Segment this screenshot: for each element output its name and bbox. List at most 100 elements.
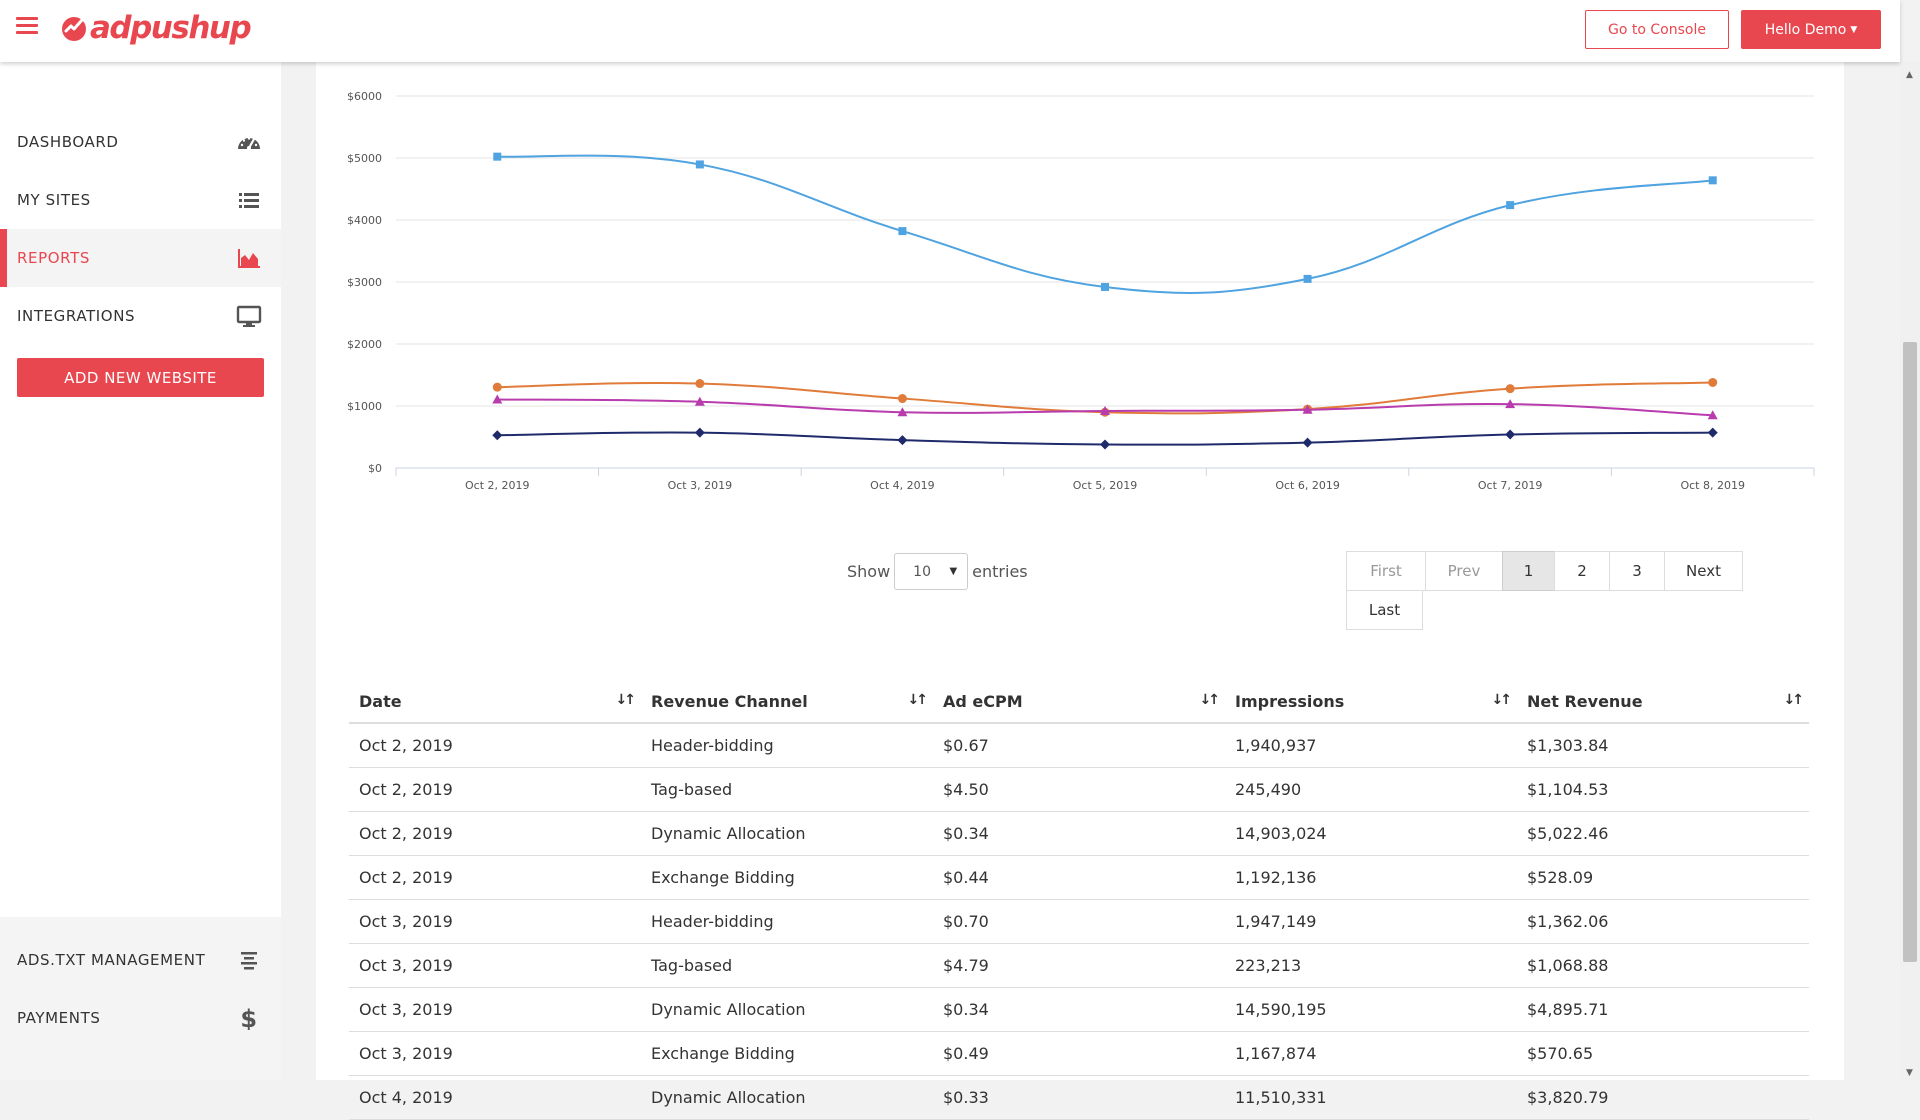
data-point-marker xyxy=(1101,282,1109,291)
data-point-marker xyxy=(1303,274,1312,283)
table-cell: $0.67 xyxy=(933,723,1225,768)
page-scrollbar[interactable]: ▲ ▼ xyxy=(1900,62,1920,1080)
column-header-label: Net Revenue xyxy=(1527,692,1643,711)
table-cell: $1,104.53 xyxy=(1517,767,1809,812)
revenue-table: Date ↓↑ Revenue Channel ↓↑ Ad eCPM ↓↑ Impre… xyxy=(349,676,1809,1120)
table-cell: Oct 3, 2019 xyxy=(349,943,641,988)
entries-per-page-select[interactable]: 10 ▼ xyxy=(894,553,969,590)
table-cell: Tag-based xyxy=(641,943,933,988)
table-cell: 245,490 xyxy=(1225,767,1517,812)
pagination-page-2[interactable]: 2 xyxy=(1554,551,1610,591)
column-header-ad-ecpm[interactable]: Ad eCPM ↓↑ xyxy=(933,676,1225,724)
sidebar-item-payments[interactable]: PAYMENTS $ xyxy=(0,989,281,1047)
brand-logo[interactable]: adpushup xyxy=(60,10,252,46)
data-point-marker xyxy=(1707,410,1718,420)
data-point-marker xyxy=(694,396,705,406)
scrollbar-thumb[interactable] xyxy=(1903,342,1917,962)
hamburger-menu-icon[interactable] xyxy=(16,17,38,35)
data-point-marker xyxy=(1302,437,1313,448)
table-cell: Oct 4, 2019 xyxy=(349,1075,641,1120)
brand-name: adpushup xyxy=(90,10,252,46)
sidebar-item-label: INTEGRATIONS xyxy=(17,307,136,325)
data-point-marker xyxy=(897,435,908,446)
pagination-first-button[interactable]: First xyxy=(1346,551,1426,591)
table-cell: Oct 2, 2019 xyxy=(349,855,641,900)
column-header-label: Revenue Channel xyxy=(651,692,808,711)
column-header-impressions[interactable]: Impressions ↓↑ xyxy=(1225,676,1517,724)
add-new-website-button[interactable]: ADD NEW WEBSITE xyxy=(17,358,264,397)
sort-icon[interactable]: ↓↑ xyxy=(1491,692,1513,708)
sort-icon[interactable]: ↓↑ xyxy=(907,692,929,708)
entries-label: entries xyxy=(972,562,1028,581)
column-header-label: Impressions xyxy=(1235,692,1345,711)
y-tick-label: $0 xyxy=(368,462,382,475)
pagination-next-button[interactable]: Next xyxy=(1664,551,1743,591)
table-cell: Oct 2, 2019 xyxy=(349,723,641,768)
table-header-row: Date ↓↑ Revenue Channel ↓↑ Ad eCPM ↓↑ Impre… xyxy=(349,676,1809,724)
x-tick-label: Oct 7, 2019 xyxy=(1478,479,1543,492)
table-row: Oct 3, 2019 Dynamic Allocation $0.34 14,590… xyxy=(349,987,1809,1032)
x-tick-label: Oct 2, 2019 xyxy=(465,479,530,492)
sidebar-item-reports[interactable]: REPORTS xyxy=(0,229,281,287)
scroll-up-arrow-icon[interactable]: ▲ xyxy=(1906,70,1913,80)
table-cell: 14,903,024 xyxy=(1225,811,1517,856)
table-cell: Exchange Bidding xyxy=(641,855,933,900)
sidebar-item-label: ADS.TXT MANAGEMENT xyxy=(17,951,206,969)
data-point-marker xyxy=(492,382,502,392)
logo-mark-icon xyxy=(62,17,86,41)
table-row: Oct 2, 2019 Exchange Bidding $0.44 1,192,13… xyxy=(349,855,1809,900)
table-cell: Exchange Bidding xyxy=(641,1031,933,1076)
sidebar-item-ads-txt[interactable]: ADS.TXT MANAGEMENT xyxy=(0,931,281,989)
sidebar-item-integrations[interactable]: INTEGRATIONS xyxy=(0,287,281,345)
list-icon xyxy=(239,193,259,208)
table-row: Oct 3, 2019 Header-bidding $0.70 1,947,149 $… xyxy=(349,899,1809,944)
column-header-date[interactable]: Date ↓↑ xyxy=(349,676,641,724)
table-row: Oct 2, 2019 Header-bidding $0.67 1,940,937 $… xyxy=(349,723,1809,768)
sidebar-item-dashboard[interactable]: DASHBOARD xyxy=(0,113,281,171)
sort-icon[interactable]: ↓↑ xyxy=(1199,692,1221,708)
series-line-1 xyxy=(497,154,1713,294)
table-row: Oct 2, 2019 Tag-based $4.50 245,490 $1,104.5… xyxy=(349,767,1809,812)
revenue-line-chart: $0 $1000 $2000 $3000 $4000 $5000 $6000 Oct 2, 2… xyxy=(347,90,1815,492)
data-point-marker xyxy=(694,427,705,438)
y-tick-label: $6000 xyxy=(347,90,382,103)
sidebar-bottom-section: ADS.TXT MANAGEMENT PAYMENTS $ xyxy=(0,917,281,1080)
caret-down-icon: ▼ xyxy=(1850,24,1858,35)
pagination-last-button[interactable]: Last xyxy=(1346,590,1423,630)
data-point-marker xyxy=(1505,399,1516,409)
table-cell: Oct 2, 2019 xyxy=(349,811,641,856)
column-header-net-revenue[interactable]: Net Revenue ↓↑ xyxy=(1517,676,1809,724)
align-center-icon xyxy=(241,952,257,970)
table-cell: $3,820.79 xyxy=(1517,1075,1809,1120)
data-point-marker xyxy=(898,227,907,236)
table-cell: Oct 3, 2019 xyxy=(349,899,641,944)
y-tick-label: $4000 xyxy=(347,214,382,227)
user-menu-button[interactable]: Hello Demo ▼ xyxy=(1741,10,1881,49)
scroll-down-arrow-icon[interactable]: ▼ xyxy=(1906,1068,1913,1078)
table-cell: 1,192,136 xyxy=(1225,855,1517,900)
sidebar: DASHBOARD MY SITES REPORTS INTEGRATIONS … xyxy=(0,62,281,1080)
sort-icon[interactable]: ↓↑ xyxy=(1783,692,1805,708)
data-point-marker xyxy=(695,379,705,389)
column-header-revenue-channel[interactable]: Revenue Channel ↓↑ xyxy=(641,676,933,724)
pagination-prev-button[interactable]: Prev xyxy=(1425,551,1503,591)
data-point-marker xyxy=(1505,384,1515,394)
table-cell: $5,022.46 xyxy=(1517,811,1809,856)
table-cell: $0.70 xyxy=(933,899,1225,944)
top-bar: adpushup Go to Console Hello Demo ▼ xyxy=(0,0,1900,62)
table-cell: 223,213 xyxy=(1225,943,1517,988)
pagination-page-1[interactable]: 1 xyxy=(1502,551,1555,591)
user-menu-label: Hello Demo xyxy=(1764,21,1847,38)
table-cell: $4.50 xyxy=(933,767,1225,812)
sort-icon[interactable]: ↓↑ xyxy=(615,692,637,708)
go-to-console-button[interactable]: Go to Console xyxy=(1585,10,1729,49)
data-point-marker xyxy=(897,407,908,417)
table-cell: Header-bidding xyxy=(641,899,933,944)
sidebar-item-my-sites[interactable]: MY SITES xyxy=(0,171,281,229)
y-tick-label: $3000 xyxy=(347,276,382,289)
table-cell: 11,510,331 xyxy=(1225,1075,1517,1120)
pagination-page-3[interactable]: 3 xyxy=(1609,551,1665,591)
data-point-marker xyxy=(1505,429,1516,440)
y-tick-label: $5000 xyxy=(347,152,382,165)
table-cell: Header-bidding xyxy=(641,723,933,768)
